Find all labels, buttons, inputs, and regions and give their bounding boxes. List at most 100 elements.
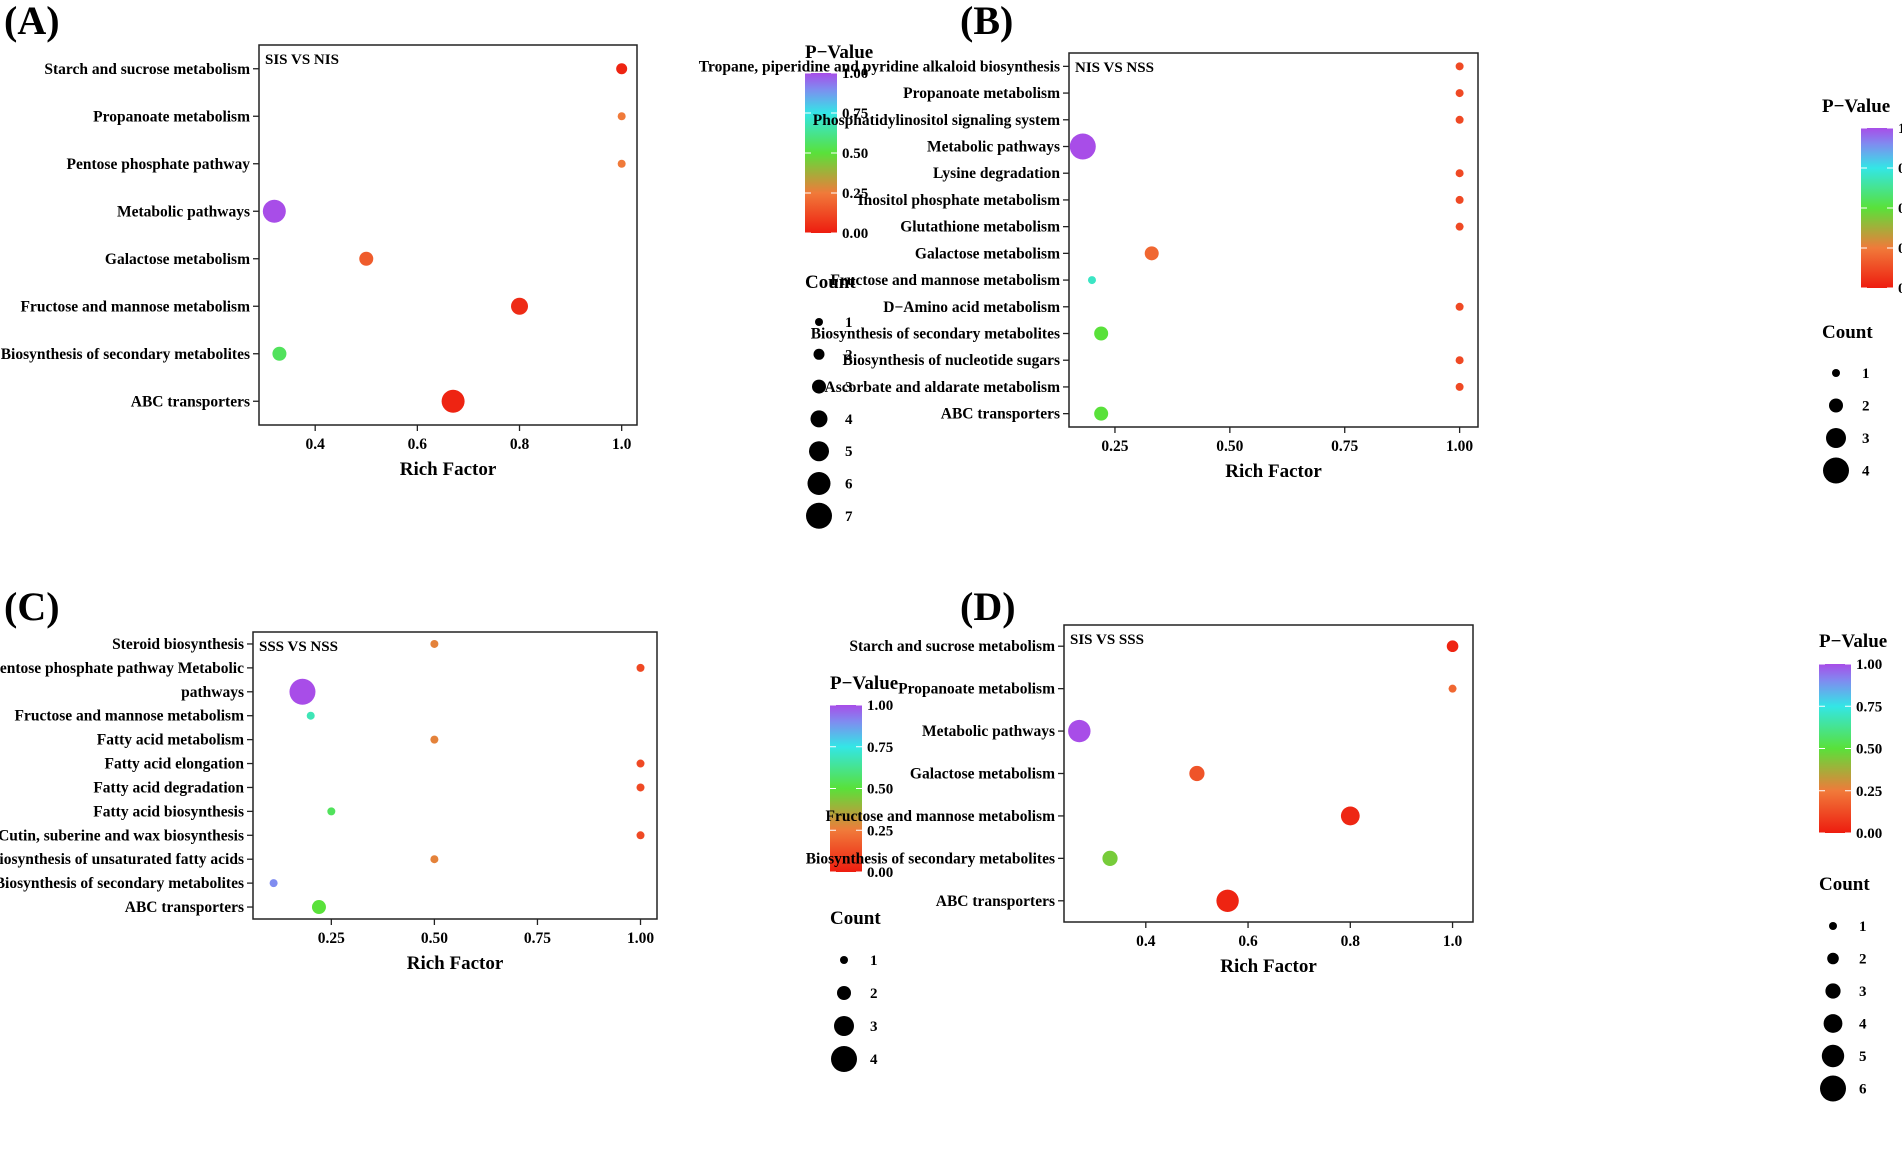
pathway-label: ABC transporters <box>941 406 1060 423</box>
count-legend-label: 4 <box>845 412 853 428</box>
colorbar-tick-label: 0.50 <box>1898 201 1902 217</box>
pathway-label: Propanoate metabolism <box>903 85 1060 102</box>
pathway-label: Biosynthesis of unsaturated fatty acids <box>0 851 244 868</box>
data-point <box>1455 115 1464 124</box>
count-legend-dot <box>815 318 823 326</box>
colorbar-tick-label: 0.00 <box>1856 826 1882 842</box>
panel-letter: (C) <box>4 584 60 629</box>
x-tick-label: 1.0 <box>612 436 632 453</box>
data-point <box>636 783 645 792</box>
data-point <box>1455 382 1464 391</box>
count-legend-label: 1 <box>1859 919 1867 935</box>
comparison-title: SSS VS NSS <box>259 639 338 655</box>
data-point <box>636 663 645 672</box>
plot-frame <box>252 631 658 920</box>
data-point <box>1455 222 1464 231</box>
panel-d: (D) SIS VS SSS Starch and sucrose metaboli… <box>806 584 1887 1102</box>
pathway-label: Lysine degradation <box>933 165 1060 182</box>
comparison-title: SIS VS NIS <box>265 52 339 68</box>
x-axis-title: Rich Factor <box>400 459 497 480</box>
data-point <box>441 389 465 413</box>
pathway-label: Fructose and mannose metabolism <box>15 708 245 725</box>
data-point <box>1144 246 1159 261</box>
count-legend-label: 2 <box>1862 399 1870 415</box>
count-legend-label: 1 <box>1862 366 1870 382</box>
data-point <box>269 879 278 888</box>
panel-c: (C) SSS VS NSS Steroid biosynthesis Pentose… <box>0 584 898 1072</box>
pathway-label: Fatty acid degradation <box>93 779 244 796</box>
panel-letter: (D) <box>960 584 1016 629</box>
colorbar-tick-label: 0.25 <box>1898 241 1902 257</box>
data-point <box>306 711 315 720</box>
plot-frame <box>258 44 638 426</box>
pathway-label: Galactose metabolism <box>910 766 1055 783</box>
data-point <box>1455 195 1464 204</box>
data-point <box>617 112 626 121</box>
count-legend-title: Count <box>1819 874 1870 895</box>
x-axis-title: Rich Factor <box>407 953 504 974</box>
colorbar-title: P−Value <box>1822 96 1890 117</box>
panel-letter: (B) <box>960 0 1013 43</box>
count-legend-label: 4 <box>1859 1017 1867 1033</box>
count-legend-label: 2 <box>1859 952 1867 968</box>
data-point <box>1102 850 1118 866</box>
colorbar-tick-label: 1.00 <box>1856 657 1882 673</box>
colorbar-tick-label: 0.25 <box>867 823 893 839</box>
x-tick-label: 0.6 <box>1238 933 1258 950</box>
count-legend-dot <box>1827 952 1839 965</box>
x-tick-label: 1.00 <box>1446 438 1473 455</box>
data-point <box>511 297 529 315</box>
pathway-label: Biosynthesis of secondary metabolites <box>806 850 1055 867</box>
count-legend-label: 5 <box>1859 1049 1867 1065</box>
data-point <box>1446 640 1459 653</box>
count-legend-dot <box>840 956 848 964</box>
pathway-label: Biosynthesis of nucleotide sugars <box>843 352 1060 369</box>
data-point <box>616 63 628 75</box>
count-legend-label: 3 <box>1862 431 1870 447</box>
pathway-label: Propanoate metabolism <box>898 681 1055 698</box>
data-point <box>1448 684 1457 693</box>
data-point <box>1216 889 1239 912</box>
pathway-label: Ascorbate and aldarate metabolism <box>825 379 1061 396</box>
colorbar-tick-label: 0.50 <box>842 146 868 162</box>
pathway-label: Glutathione metabolism <box>900 219 1060 236</box>
pathway-label: Inositol phosphate metabolism <box>858 192 1060 209</box>
count-legend-label: 3 <box>1859 984 1867 1000</box>
plot-frame <box>1068 52 1479 428</box>
pathway-label: Fatty acid metabolism <box>97 732 244 749</box>
count-legend-dot <box>1823 1014 1843 1033</box>
x-axis-title: Rich Factor <box>1220 956 1317 977</box>
x-tick-label: 0.50 <box>421 930 448 947</box>
pathway-label: Fatty acid elongation <box>105 756 245 773</box>
data-point <box>262 199 286 223</box>
pathway-label: Metabolic pathways <box>927 139 1060 156</box>
count-legend-label: 4 <box>1862 464 1870 480</box>
colorbar-title: P−Value <box>805 42 873 63</box>
count-legend-dot <box>831 1046 857 1072</box>
count-legend-label: 4 <box>870 1052 878 1068</box>
data-point <box>1340 806 1360 826</box>
count-legend-dot <box>812 379 826 394</box>
colorbar-tick-label: 0.25 <box>842 186 868 202</box>
data-point <box>1455 62 1464 71</box>
count-legend-label: 1 <box>870 953 878 969</box>
pathway-label: Metabolic pathways <box>117 203 250 220</box>
count-legend-dot <box>834 1016 854 1036</box>
count-legend-dot <box>813 348 825 360</box>
pathway-label: Galactose metabolism <box>915 245 1060 262</box>
x-tick-label: 0.8 <box>1341 933 1361 950</box>
pathway-label: Biosynthesis of secondary metabolites <box>0 875 244 892</box>
data-point <box>636 831 645 840</box>
pathway-label: Starch and sucrose metabolism <box>44 61 250 78</box>
pathway-label: Fatty acid biosynthesis <box>93 803 244 820</box>
colorbar-title: P−Value <box>830 673 898 694</box>
pathway-label: Fructose and mannose metabolism <box>831 272 1061 289</box>
pathway-label: Biosynthesis of secondary metabolites <box>1 346 250 363</box>
panel-letter: (A) <box>4 0 60 43</box>
count-legend-label: 3 <box>870 1019 878 1035</box>
colorbar-tick-label: 0.50 <box>1856 742 1882 758</box>
count-legend-dot <box>1832 369 1840 377</box>
data-point <box>617 159 626 168</box>
data-point <box>430 855 439 864</box>
